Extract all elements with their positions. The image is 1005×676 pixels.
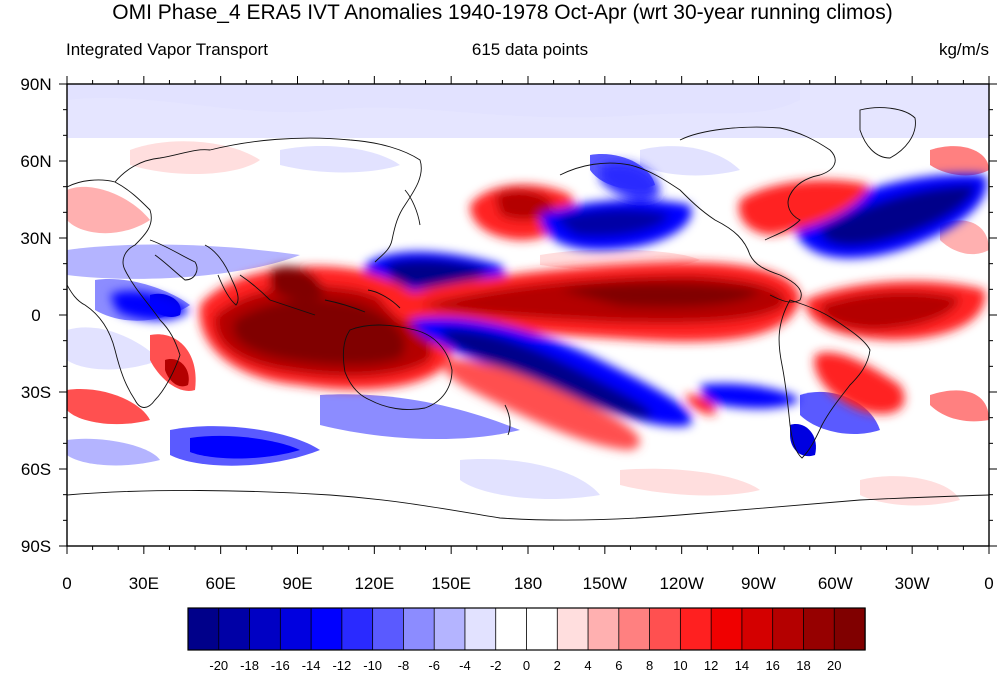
x-tick-label: 60W <box>818 574 853 593</box>
colorbar-swatch <box>341 607 374 651</box>
coastlines <box>67 107 989 521</box>
anomaly-field <box>67 84 989 546</box>
colorbar-label: -2 <box>490 658 502 673</box>
colorbar-swatch <box>649 607 682 651</box>
colorbar-label: 20 <box>827 658 841 673</box>
colorbar-swatch <box>618 607 651 651</box>
colorbar <box>187 607 866 651</box>
colorbar-swatch <box>433 607 466 651</box>
colorbar-swatch <box>679 607 712 651</box>
colorbar-swatch <box>495 607 528 651</box>
x-tick-label: 0 <box>62 574 71 593</box>
colorbar-swatch <box>587 607 620 651</box>
x-tick-label: 90E <box>282 574 312 593</box>
x-tick-label: 120E <box>354 574 394 593</box>
colorbar-label: 2 <box>554 658 561 673</box>
colorbar-swatch <box>772 607 805 651</box>
y-tick-label: 0 <box>31 306 40 325</box>
colorbar-swatch <box>279 607 312 651</box>
colorbar-labels: -20 -18 -16 -14 -12 -10 -8 -6 -4 -2 0 2 4 6 8 10 12 14 16 1… <box>209 658 841 673</box>
colorbar-label: -6 <box>428 658 440 673</box>
colorbar-swatch <box>187 607 220 651</box>
axis-ticks <box>59 76 997 554</box>
colorbar-label: -10 <box>363 658 382 673</box>
x-tick-label: 90W <box>741 574 776 593</box>
colorbar-label: -20 <box>209 658 228 673</box>
colorbar-swatch <box>464 607 497 651</box>
x-tick-label: 150E <box>431 574 471 593</box>
x-tick-label: 30W <box>895 574 930 593</box>
y-axis-labels: 90N 60N 30N 0 30S 60S 90S <box>20 75 51 556</box>
colorbar-label: 6 <box>615 658 622 673</box>
colorbar-swatch <box>710 607 743 651</box>
x-tick-label: 150W <box>583 574 627 593</box>
colorbar-swatch <box>526 607 558 651</box>
colorbar-swatch <box>803 607 835 651</box>
colorbar-label: 8 <box>646 658 653 673</box>
colorbar-swatch <box>218 607 251 651</box>
x-tick-label: 60E <box>206 574 236 593</box>
units-label: kg/m/s <box>938 40 989 59</box>
colorbar-swatch <box>556 607 589 651</box>
colorbar-label: -4 <box>459 658 471 673</box>
colorbar-swatch <box>372 607 405 651</box>
colorbar-label: 14 <box>735 658 749 673</box>
colorbar-label: 18 <box>796 658 810 673</box>
chart-title: OMI Phase_4 ERA5 IVT Anomalies 1940-1978… <box>112 1 893 24</box>
colorbar-label: 0 <box>523 658 530 673</box>
variable-label: Integrated Vapor Transport <box>66 40 268 59</box>
colorbar-label: 4 <box>584 658 591 673</box>
colorbar-frame <box>187 607 866 651</box>
y-tick-label: 30N <box>20 229 51 248</box>
y-tick-label: 90S <box>21 537 51 556</box>
colorbar-label: -14 <box>302 658 321 673</box>
x-axis-labels: 0 30E 60E 90E 120E 150E 180 150W 120W 90W 60W 30W 0 <box>62 574 993 593</box>
colorbar-label: 12 <box>704 658 718 673</box>
data-points-label: 615 data points <box>471 40 589 59</box>
y-tick-label: 60S <box>21 460 51 479</box>
y-tick-label: 60N <box>20 152 51 171</box>
colorbar-swatch <box>310 607 343 651</box>
x-tick-label: 0 <box>984 574 993 593</box>
colorbar-swatch <box>403 607 435 651</box>
colorbar-label: -8 <box>398 658 410 673</box>
colorbar-label: -16 <box>271 658 290 673</box>
x-tick-label: 30E <box>129 574 159 593</box>
colorbar-label: 10 <box>673 658 687 673</box>
x-tick-label: 180 <box>514 574 542 593</box>
y-tick-label: 90N <box>20 75 51 94</box>
colorbar-swatch <box>249 607 282 651</box>
colorbar-label: -18 <box>240 658 259 673</box>
colorbar-label: -12 <box>332 658 351 673</box>
y-tick-label: 30S <box>21 383 51 402</box>
colorbar-swatch <box>833 607 866 651</box>
x-tick-label: 120W <box>659 574 703 593</box>
colorbar-label: 16 <box>765 658 779 673</box>
colorbar-swatch <box>741 607 774 651</box>
